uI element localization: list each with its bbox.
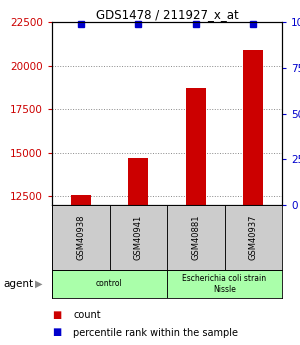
Text: GSM40941: GSM40941 (134, 215, 143, 260)
Text: agent: agent (3, 279, 33, 289)
Bar (52, 270, 167, 298)
Bar (186, 88, 206, 205)
Text: GSM40938: GSM40938 (76, 215, 85, 260)
Bar (52, 205, 110, 270)
Bar (128, 158, 148, 205)
Bar (71, 195, 91, 205)
Bar (224, 205, 282, 270)
Title: GDS1478 / 211927_x_at: GDS1478 / 211927_x_at (96, 8, 238, 21)
Text: ■: ■ (52, 310, 61, 320)
Text: percentile rank within the sample: percentile rank within the sample (73, 327, 238, 337)
Text: GSM40937: GSM40937 (249, 215, 258, 260)
Bar (243, 50, 263, 205)
Text: ■: ■ (52, 327, 61, 337)
Text: GSM40881: GSM40881 (191, 215, 200, 260)
Bar (167, 205, 224, 270)
Text: control: control (96, 279, 123, 288)
Text: count: count (73, 310, 100, 320)
Text: Escherichia coli strain
Nissle: Escherichia coli strain Nissle (182, 274, 267, 294)
Bar (167, 270, 282, 298)
Bar (110, 205, 167, 270)
Text: ▶: ▶ (34, 279, 42, 289)
